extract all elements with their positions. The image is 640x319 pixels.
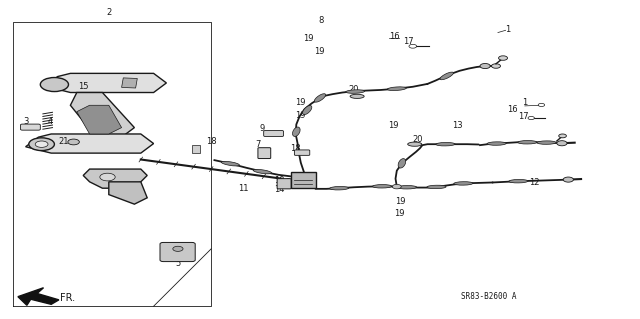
FancyBboxPatch shape bbox=[258, 148, 271, 159]
Circle shape bbox=[492, 64, 500, 68]
Text: 1: 1 bbox=[522, 98, 527, 107]
Ellipse shape bbox=[292, 127, 300, 137]
Circle shape bbox=[559, 134, 566, 138]
Text: 21: 21 bbox=[59, 137, 69, 146]
Ellipse shape bbox=[408, 142, 422, 146]
Text: 7: 7 bbox=[255, 140, 260, 149]
Text: FR.: FR. bbox=[60, 293, 75, 303]
FancyBboxPatch shape bbox=[277, 179, 291, 189]
Circle shape bbox=[392, 184, 401, 189]
Text: SR83-B2600 A: SR83-B2600 A bbox=[461, 293, 516, 301]
FancyBboxPatch shape bbox=[294, 150, 310, 155]
Text: 16: 16 bbox=[507, 105, 517, 114]
Circle shape bbox=[29, 138, 54, 151]
Ellipse shape bbox=[350, 94, 364, 99]
Ellipse shape bbox=[487, 142, 506, 145]
Text: 19: 19 bbox=[296, 111, 306, 120]
Text: 6: 6 bbox=[284, 178, 289, 187]
Text: 3: 3 bbox=[23, 117, 28, 126]
Ellipse shape bbox=[221, 161, 239, 166]
Circle shape bbox=[35, 141, 48, 147]
Circle shape bbox=[557, 141, 567, 146]
Polygon shape bbox=[77, 105, 122, 134]
Text: 17: 17 bbox=[403, 37, 413, 46]
Ellipse shape bbox=[436, 143, 455, 146]
Ellipse shape bbox=[397, 186, 417, 189]
Polygon shape bbox=[109, 182, 147, 204]
Polygon shape bbox=[45, 73, 166, 93]
Circle shape bbox=[480, 63, 490, 69]
Text: 2: 2 bbox=[106, 8, 111, 17]
Polygon shape bbox=[83, 169, 147, 188]
Ellipse shape bbox=[440, 72, 453, 80]
Text: 18: 18 bbox=[206, 137, 216, 146]
Circle shape bbox=[173, 246, 183, 251]
Ellipse shape bbox=[314, 94, 326, 102]
Text: 8: 8 bbox=[319, 16, 324, 25]
Ellipse shape bbox=[372, 185, 392, 188]
Text: 18: 18 bbox=[291, 144, 301, 152]
Ellipse shape bbox=[427, 185, 446, 189]
Text: 4: 4 bbox=[48, 117, 53, 126]
Bar bbox=[122, 78, 138, 88]
Text: 9: 9 bbox=[260, 124, 265, 133]
Text: 5: 5 bbox=[175, 259, 180, 268]
Ellipse shape bbox=[398, 159, 406, 168]
FancyBboxPatch shape bbox=[264, 130, 284, 137]
Text: 19: 19 bbox=[314, 47, 324, 56]
Text: 19: 19 bbox=[303, 34, 314, 43]
Text: 20: 20 bbox=[412, 135, 422, 144]
Text: 14: 14 bbox=[274, 185, 284, 194]
Circle shape bbox=[40, 78, 68, 92]
Circle shape bbox=[68, 139, 79, 145]
Text: 1: 1 bbox=[505, 25, 510, 34]
Text: 13: 13 bbox=[452, 121, 462, 130]
Text: 17: 17 bbox=[518, 112, 529, 121]
Text: 19: 19 bbox=[394, 209, 404, 218]
Text: 10: 10 bbox=[274, 176, 284, 185]
Polygon shape bbox=[26, 134, 154, 153]
Ellipse shape bbox=[454, 182, 473, 185]
Circle shape bbox=[528, 116, 534, 120]
Ellipse shape bbox=[518, 141, 537, 144]
Text: 11: 11 bbox=[238, 184, 248, 193]
Circle shape bbox=[563, 177, 573, 182]
Ellipse shape bbox=[330, 187, 349, 190]
Ellipse shape bbox=[387, 87, 406, 91]
Text: 12: 12 bbox=[529, 178, 540, 187]
Polygon shape bbox=[18, 288, 59, 305]
Ellipse shape bbox=[537, 141, 556, 144]
Text: 15: 15 bbox=[78, 82, 88, 91]
Bar bbox=[192, 145, 200, 153]
Text: 19: 19 bbox=[296, 98, 306, 107]
Circle shape bbox=[538, 103, 545, 107]
Polygon shape bbox=[70, 93, 134, 137]
Ellipse shape bbox=[253, 169, 271, 174]
Ellipse shape bbox=[509, 180, 528, 183]
Text: 16: 16 bbox=[390, 32, 400, 41]
Ellipse shape bbox=[346, 90, 365, 93]
Text: 19: 19 bbox=[388, 121, 399, 130]
Text: 19: 19 bbox=[396, 197, 406, 206]
Circle shape bbox=[499, 56, 508, 60]
Ellipse shape bbox=[303, 106, 312, 115]
FancyBboxPatch shape bbox=[160, 242, 195, 262]
Circle shape bbox=[100, 173, 115, 181]
Circle shape bbox=[409, 44, 417, 48]
Bar bbox=[291, 172, 316, 188]
FancyBboxPatch shape bbox=[20, 124, 40, 130]
Text: 20: 20 bbox=[348, 85, 358, 94]
